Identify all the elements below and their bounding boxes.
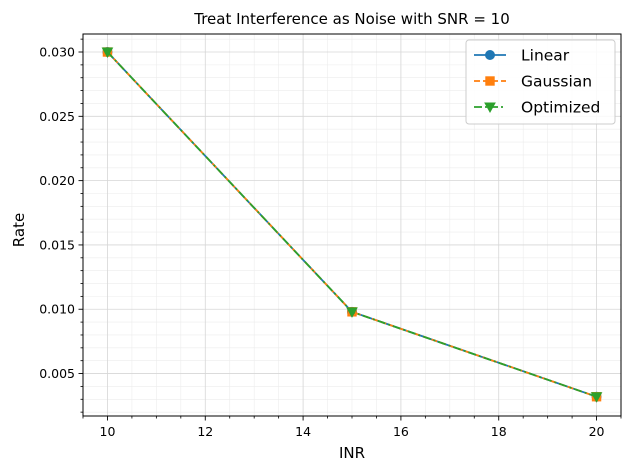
data-point-optimized [590,392,603,403]
legend-box [465,39,616,125]
legend: Linear Gaussian Optimized [465,39,616,125]
legend-label-gaussian: Gaussian [521,73,592,91]
x-tick-label: 20 [589,424,605,439]
series-layer [101,47,603,403]
legend-marker-gaussian [485,76,495,86]
legend-marker-optimized [484,102,496,114]
series-optimized [101,47,603,403]
x-tick-label: 10 [100,424,116,439]
y-tick-label: 0.005 [39,366,75,381]
chart-title: Treat Interference as Noise with SNR = 1… [193,10,510,28]
x-tick-label: 16 [393,424,409,439]
x-axis-label: INR [339,444,365,462]
y-tick-label: 0.025 [39,109,75,124]
y-tick-label: 0.030 [39,45,75,60]
y-tick-label: 0.015 [39,237,75,252]
x-tick-label: 12 [197,424,213,439]
y-axis-label: Rate [10,213,28,247]
x-tick-label: 18 [491,424,507,439]
x-tick-label: 14 [295,424,311,439]
legend-label-linear: Linear [521,47,570,65]
y-tick-label: 0.020 [39,173,75,188]
legend-label-optimized: Optimized [521,99,600,117]
x-axis: 10 12 14 16 18 20 [82,416,622,439]
data-point-optimized [101,47,114,59]
data-point-optimized [346,307,358,318]
minor-grid [82,34,622,416]
major-grid [83,34,621,416]
legend-marker-linear [485,50,495,60]
y-tick-label: 0.010 [39,302,75,317]
y-axis: 0.005 0.010 0.015 0.020 0.025 0.030 [39,38,83,413]
